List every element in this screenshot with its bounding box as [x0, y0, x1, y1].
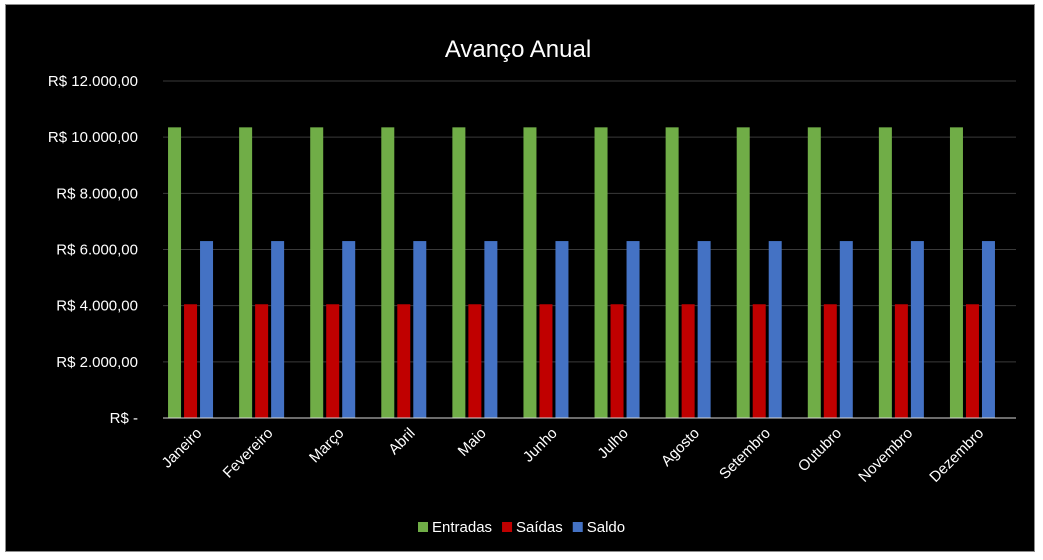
- y-tick-label: R$ 6.000,00: [56, 242, 138, 259]
- legend-item: Saldo: [572, 519, 625, 536]
- bar-saidas-6: [610, 304, 624, 418]
- legend-swatch: [572, 522, 583, 532]
- bar-entradas-11: [949, 127, 963, 419]
- bar-saldo-1: [271, 241, 285, 418]
- bar-entradas-10: [878, 127, 892, 419]
- bar-entradas-7: [665, 127, 679, 419]
- bar-saidas-10: [894, 304, 908, 418]
- bar-saidas-0: [184, 304, 198, 418]
- y-tick-label: R$ 2.000,00: [56, 354, 138, 371]
- chart-frame: Avanço Anual R$ - R$ 2.000,00 R$ 4.000,00 R…: [5, 4, 1035, 552]
- bar-entradas-4: [452, 127, 466, 419]
- legend: Entradas Saídas Saldo: [418, 519, 625, 536]
- bar-entradas-0: [168, 127, 182, 419]
- legend-label: Saldo: [587, 519, 625, 536]
- x-category-label: Novembro: [855, 425, 916, 486]
- x-category-label: Julho: [594, 425, 631, 462]
- x-category-label: Abril: [385, 425, 418, 458]
- bar-entradas-1: [239, 127, 253, 419]
- y-tick-label: R$ 10.000,00: [48, 129, 138, 146]
- bar-saldo-6: [626, 241, 640, 418]
- x-category-label: Março: [306, 425, 347, 466]
- chart-title: Avanço Anual: [445, 36, 591, 63]
- bar-chart: Avanço Anual R$ -R$ 2.000,00R$ 4.000,00R…: [48, 36, 1016, 536]
- bar-saldo-11: [981, 241, 995, 418]
- bar-saidas-7: [681, 304, 695, 418]
- bar-saldo-5: [555, 241, 569, 418]
- bar-saidas-1: [255, 304, 269, 418]
- legend-swatch: [502, 522, 513, 532]
- bar-saldo-7: [697, 241, 711, 418]
- bar-saldo-2: [342, 241, 356, 418]
- bar-saldo-4: [484, 241, 498, 418]
- bar-saidas-3: [397, 304, 411, 418]
- y-tick-label: R$ 4.000,00: [56, 298, 138, 315]
- x-axis-category-labels: Janeiro Fevereiro Março Abril Maio Junho Julho…: [159, 425, 988, 486]
- bar-entradas-5: [523, 127, 537, 419]
- legend-label: Entradas: [432, 519, 492, 536]
- bar-entradas-6: [594, 127, 608, 419]
- bar-saldo-8: [768, 241, 782, 418]
- gridlines: [163, 80, 1016, 363]
- bar-saldo-3: [413, 241, 427, 418]
- bar-saidas-8: [752, 304, 766, 418]
- bar-saidas-5: [539, 304, 553, 418]
- bar-saldo-10: [910, 241, 924, 418]
- x-category-label: Outubro: [795, 425, 845, 475]
- bar-saidas-9: [823, 304, 837, 418]
- legend-item: Saídas: [502, 519, 563, 536]
- legend-label: Saídas: [516, 519, 563, 536]
- bars: [168, 127, 995, 419]
- x-category-label: Maio: [455, 425, 490, 460]
- x-category-label: Junho: [520, 425, 561, 466]
- bar-saidas-2: [326, 304, 340, 418]
- x-category-label: Janeiro: [159, 425, 206, 472]
- y-tick-label: R$ 12.000,00: [48, 73, 138, 90]
- bar-saldo-9: [839, 241, 853, 418]
- bar-saidas-11: [965, 304, 979, 418]
- x-category-label: Dezembro: [926, 425, 987, 486]
- y-tick-label: R$ 8.000,00: [56, 185, 138, 202]
- bar-entradas-8: [736, 127, 750, 419]
- legend-item: Entradas: [418, 519, 492, 536]
- bar-saldo-0: [200, 241, 214, 418]
- legend-swatch: [418, 522, 428, 532]
- bar-entradas-9: [807, 127, 821, 419]
- x-category-label: Fevereiro: [220, 425, 277, 482]
- bar-entradas-3: [381, 127, 395, 419]
- bar-saidas-4: [468, 304, 482, 418]
- y-axis-tick-labels: R$ - R$ 2.000,00 R$ 4.000,00 R$ 6.000,00 R$ …: [48, 73, 138, 427]
- x-category-label: Agosto: [658, 425, 703, 470]
- x-category-label: Setembro: [716, 425, 774, 483]
- bar-entradas-2: [310, 127, 324, 419]
- y-tick-label: R$ -: [110, 410, 138, 427]
